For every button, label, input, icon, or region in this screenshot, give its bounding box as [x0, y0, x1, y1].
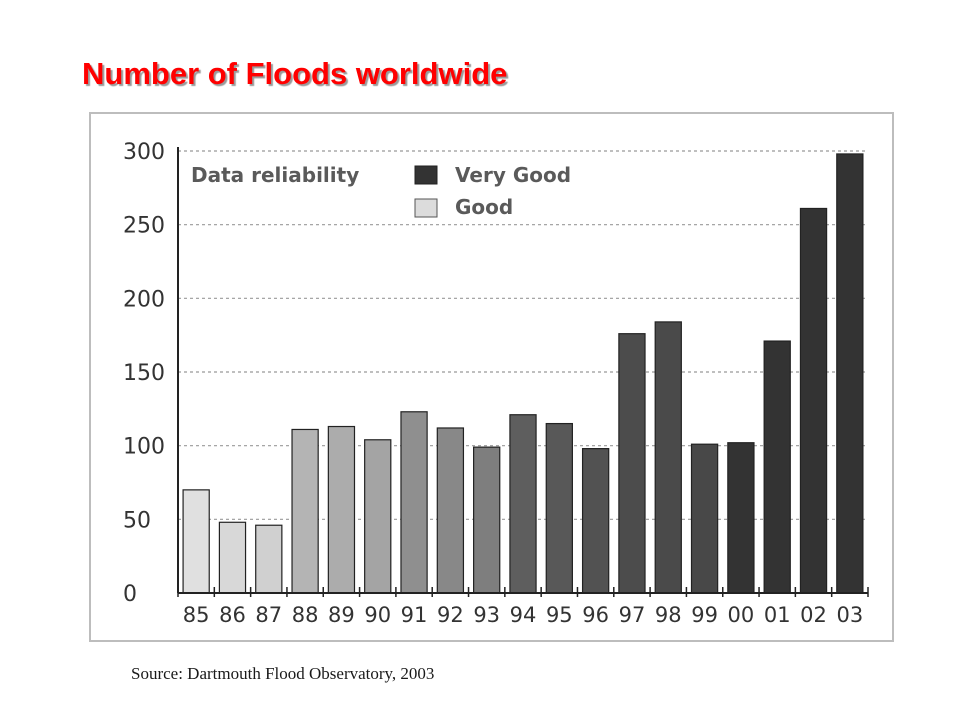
bar	[763, 340, 791, 594]
bar	[255, 524, 283, 594]
bar	[364, 439, 392, 594]
legend-swatch-good	[414, 198, 438, 218]
bar	[327, 425, 356, 594]
legend-title: Data reliability	[191, 163, 359, 187]
x-tick-label: 00	[728, 603, 755, 627]
x-tick-label: 96	[582, 603, 609, 627]
bars	[182, 153, 864, 594]
x-tick-label: 95	[546, 603, 573, 627]
x-tick-label: 85	[183, 603, 210, 627]
y-tick-label: 100	[123, 435, 165, 460]
legend: Data reliability Very Good Good	[191, 163, 571, 219]
bar	[473, 446, 501, 594]
bar	[836, 153, 864, 594]
bar	[690, 443, 719, 594]
x-tick-label: 99	[691, 603, 718, 627]
x-tick-labels: 85 86 87 88 89 90 91 92 93 94 95 96 97 98 99 00 01 02 03	[183, 603, 863, 627]
y-tick-labels: 0 50 100 150 200 250 300	[123, 140, 165, 607]
x-tick-label: 03	[836, 603, 863, 627]
slide-title: Number of Floods worldwide	[82, 56, 508, 91]
y-tick-label: 0	[123, 582, 137, 607]
x-axis	[177, 147, 869, 597]
y-tick-label: 300	[123, 140, 165, 165]
y-tick-label: 200	[123, 287, 165, 312]
flood-bar-chart: 0 50 100 150 200 250 300 Data reliability Very…	[123, 140, 869, 627]
bar	[218, 521, 247, 594]
x-tick-label: 92	[437, 603, 464, 627]
x-tick-label: 98	[655, 603, 682, 627]
x-tick-label: 87	[255, 603, 282, 627]
bar	[654, 321, 682, 594]
bar	[182, 489, 210, 594]
y-tick-label: 150	[123, 361, 165, 386]
bar	[509, 414, 537, 594]
x-tick-label: 02	[800, 603, 827, 627]
y-tick-label: 250	[123, 214, 165, 239]
legend-swatch-very-good	[414, 165, 438, 185]
y-tick-label: 50	[123, 508, 151, 533]
bar	[581, 448, 610, 594]
bar	[436, 427, 465, 594]
x-tick-label: 01	[764, 603, 791, 627]
x-tick-label: 90	[364, 603, 391, 627]
bar	[727, 442, 755, 594]
bar	[618, 333, 646, 594]
x-tick-label: 88	[292, 603, 319, 627]
x-tick-label: 94	[510, 603, 537, 627]
chart-frame: 0 50 100 150 200 250 300 Data reliability Very…	[89, 112, 894, 642]
x-tick-label: 89	[328, 603, 355, 627]
legend-label-good: Good	[455, 195, 513, 219]
bar	[400, 411, 428, 594]
bar	[799, 207, 828, 594]
legend-label-very-good: Very Good	[455, 163, 571, 187]
x-tick-label: 91	[401, 603, 428, 627]
x-tick-label: 93	[473, 603, 500, 627]
x-tick-label: 97	[619, 603, 646, 627]
bar	[291, 428, 319, 594]
bar	[545, 422, 573, 594]
source-note: Source: Dartmouth Flood Observatory, 200…	[131, 664, 435, 683]
x-tick-label: 86	[219, 603, 246, 627]
